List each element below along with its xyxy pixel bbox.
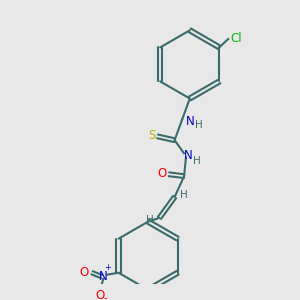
Text: N: N bbox=[185, 115, 194, 128]
Text: Cl: Cl bbox=[230, 32, 242, 45]
Text: O: O bbox=[79, 266, 88, 279]
Text: H: H bbox=[195, 120, 203, 130]
Text: -: - bbox=[103, 293, 107, 300]
Text: H: H bbox=[194, 156, 201, 166]
Text: N: N bbox=[99, 270, 108, 283]
Text: S: S bbox=[148, 129, 156, 142]
Text: H: H bbox=[180, 190, 188, 200]
Text: O: O bbox=[95, 289, 104, 300]
Text: H: H bbox=[146, 215, 154, 225]
Text: N: N bbox=[184, 149, 192, 162]
Text: +: + bbox=[104, 263, 111, 272]
Text: O: O bbox=[158, 167, 167, 180]
